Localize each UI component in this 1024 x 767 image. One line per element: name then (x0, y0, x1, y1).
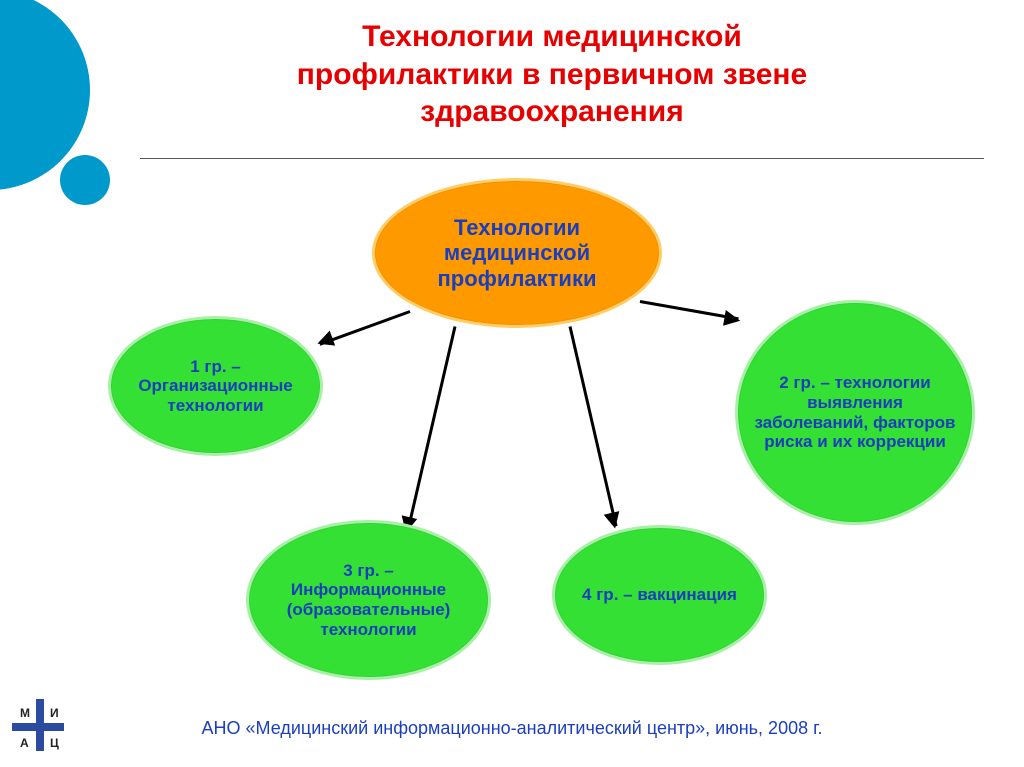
node-g2: 2 гр. – технологии выявления заболеваний… (735, 300, 975, 525)
arrow-to-g3 (406, 326, 456, 531)
node-g1: 1 гр. – Организационные технологии (108, 316, 323, 456)
title-line-1: Технологии медицинской (140, 18, 964, 56)
node-g3: 3 гр. – Информационные (образовательные)… (246, 520, 491, 680)
logo-bl: А (20, 737, 29, 749)
node-g1-text: 1 гр. – Организационные технологии (127, 357, 304, 416)
logo-tl: М (20, 707, 30, 719)
title-line-3: здравоохранения (140, 93, 964, 131)
logo-icon: М И А Ц (8, 695, 68, 755)
slide-title: Технологии медицинской профилактики в пе… (140, 18, 964, 131)
logo-tr: И (50, 707, 59, 719)
footer-text: АНО «Медицинский информационно-аналитиче… (0, 718, 1024, 739)
title-line-2: профилактики в первичном звене (140, 56, 964, 94)
node-g3-text: 3 гр. – Информационные (образовательные)… (265, 561, 472, 639)
arrow-to-g2 (640, 300, 739, 320)
node-g4: 4 гр. – вакцинация (552, 525, 767, 665)
title-underline (140, 158, 984, 159)
decor-circle-small (60, 155, 110, 205)
arrow-to-g4 (569, 326, 618, 526)
node-root: Технологии медицинской профилактики (372, 178, 662, 328)
slide: Технологии медицинской профилактики в пе… (0, 0, 1024, 767)
logo-br: Ц (50, 737, 59, 749)
node-root-text: Технологии медицинской профилактики (391, 215, 643, 291)
node-g2-text: 2 гр. – технологии выявления заболеваний… (754, 373, 956, 451)
node-g4-text: 4 гр. – вакцинация (582, 585, 737, 605)
arrow-to-g1 (319, 310, 410, 346)
